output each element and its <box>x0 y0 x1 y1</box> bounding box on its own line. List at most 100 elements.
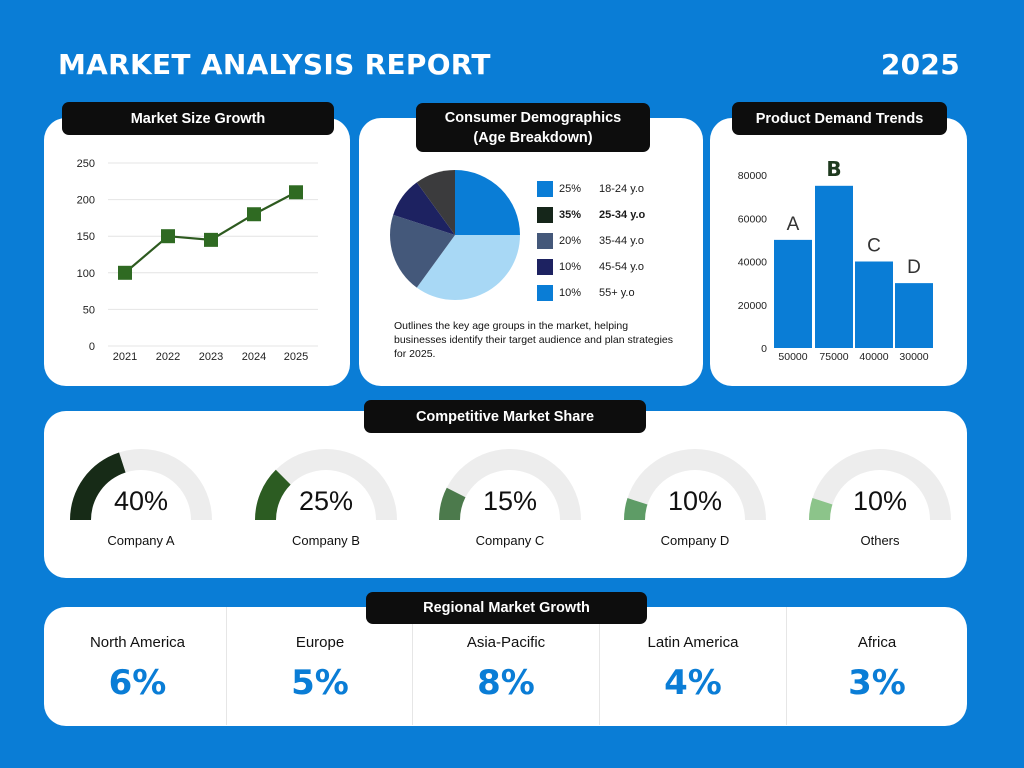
demographics-description: Outlines the key age groups in the marke… <box>394 320 674 360</box>
legend-item: 20% 35-44 y.o <box>537 228 687 254</box>
legend-label: 45-54 y.o <box>599 261 645 273</box>
y-tick-label: 80000 <box>738 170 767 182</box>
y-tick-label: 0 <box>761 343 767 355</box>
demographics-heading-line2: (Age Breakdown) <box>473 129 593 146</box>
gauge-track <box>624 449 766 520</box>
x-tick-label: 40000 <box>859 351 888 363</box>
gauge-fill <box>439 487 466 520</box>
x-tick-label: 50000 <box>778 351 807 363</box>
gauge-company-label: Company C <box>475 533 545 548</box>
legend-percent: 25% <box>559 183 582 195</box>
gauge-percent: 10% <box>668 486 722 516</box>
legend-swatch <box>537 259 553 275</box>
legend-percent: 20% <box>559 235 582 247</box>
y-tick-label: 200 <box>77 195 95 207</box>
legend-item: 10% 55+ y.o <box>537 280 687 306</box>
region-north-america: North America 6% <box>44 607 231 725</box>
demographics-heading-line1: Consumer Demographics <box>444 109 622 126</box>
region-europe: Europe 5% <box>226 607 413 725</box>
region-growth-value: 4% <box>664 663 722 703</box>
gauge-track <box>439 449 581 520</box>
data-point <box>204 232 218 247</box>
x-tick-label: 2022 <box>156 351 180 363</box>
region-growth-value: 6% <box>108 663 167 703</box>
region-name: Europe <box>295 634 345 651</box>
legend-percent: 10% <box>559 261 582 273</box>
gauge-company-label: Company B <box>292 533 360 548</box>
x-tick-label: 2021 <box>113 351 137 363</box>
regional-heading: Regional Market Growth <box>366 592 647 624</box>
bar <box>855 261 893 348</box>
pie-slice <box>390 214 455 288</box>
gauge-fill <box>624 498 648 520</box>
gauge-percent: 15% <box>483 486 537 516</box>
legend-item: 25% 18-24 y.o <box>537 176 687 202</box>
y-tick-label: 60000 <box>738 213 767 225</box>
x-tick-label: 75000 <box>819 351 848 363</box>
pie-slice <box>416 235 520 300</box>
x-tick-label: 2025 <box>284 351 308 363</box>
data-point <box>118 265 132 280</box>
region-asia-pacific: Asia-Pacific 8% <box>412 607 599 725</box>
bar <box>774 239 812 348</box>
demographics-heading: Consumer Demographics (Age Breakdown) <box>416 103 650 152</box>
pie-slice <box>416 170 455 235</box>
gauge-company-label: Company A <box>107 533 175 548</box>
gauge-company-label: Others <box>860 533 900 548</box>
report-year: 2025 <box>880 48 960 81</box>
legend-label: 25-34 y.o <box>599 209 646 221</box>
pie-slice <box>393 182 455 235</box>
bar <box>815 185 853 348</box>
y-tick-label: 20000 <box>738 300 767 312</box>
market-share-heading: Competitive Market Share <box>364 400 646 433</box>
y-tick-label: 40000 <box>738 257 767 269</box>
gauge-fill <box>255 469 291 520</box>
region-name: Latin America <box>647 634 739 651</box>
gauge-percent: 25% <box>299 486 353 516</box>
region-growth-value: 3% <box>848 663 906 703</box>
age-legend: 25% 18-24 y.o 35% 25-34 y.o 20% 35-44 y.o 10% 4… <box>537 176 687 306</box>
region-name: Asia-Pacific <box>466 634 546 651</box>
y-tick-label: 250 <box>77 158 95 170</box>
gauge-fill <box>70 452 126 520</box>
gauge-percent: 40% <box>114 486 168 516</box>
legend-label: 55+ y.o <box>599 287 635 299</box>
legend-swatch <box>537 233 553 249</box>
legend-label: 18-24 y.o <box>599 183 645 195</box>
report-title: MARKET ANALYSIS REPORT <box>58 48 491 81</box>
product-demand-heading: Product Demand Trends <box>732 102 947 135</box>
y-tick-label: 0 <box>89 341 95 353</box>
bar-category-label: D <box>907 257 921 278</box>
x-tick-label: 2023 <box>199 351 223 363</box>
gauge-track <box>809 449 951 520</box>
region-name: North America <box>89 634 186 651</box>
bar-category-label: B <box>826 157 841 181</box>
regional-card <box>44 607 967 726</box>
legend-swatch <box>537 207 553 223</box>
x-tick-label: 30000 <box>899 351 928 363</box>
region-latin-america: Latin America 4% <box>599 607 786 725</box>
x-tick-label: 2024 <box>242 351 266 363</box>
data-point <box>289 185 303 200</box>
data-point <box>161 229 175 244</box>
gauge-company-label: Company D <box>660 533 730 548</box>
y-tick-label: 50 <box>83 304 95 316</box>
legend-item: 10% 45-54 y.o <box>537 254 687 280</box>
legend-item: 35% 25-34 y.o <box>537 202 687 228</box>
region-africa: Africa 3% <box>786 607 967 725</box>
region-name: Africa <box>857 634 897 651</box>
gauge-fill <box>809 498 833 520</box>
region-growth-value: 8% <box>477 663 535 703</box>
pie-slice <box>455 170 520 235</box>
legend-swatch <box>537 181 553 197</box>
y-tick-label: 100 <box>77 268 95 280</box>
data-point <box>247 207 261 222</box>
region-growth-value: 5% <box>291 663 349 703</box>
bar <box>895 283 933 348</box>
bar-category-label: A <box>787 214 800 235</box>
gauge-track <box>255 449 397 520</box>
